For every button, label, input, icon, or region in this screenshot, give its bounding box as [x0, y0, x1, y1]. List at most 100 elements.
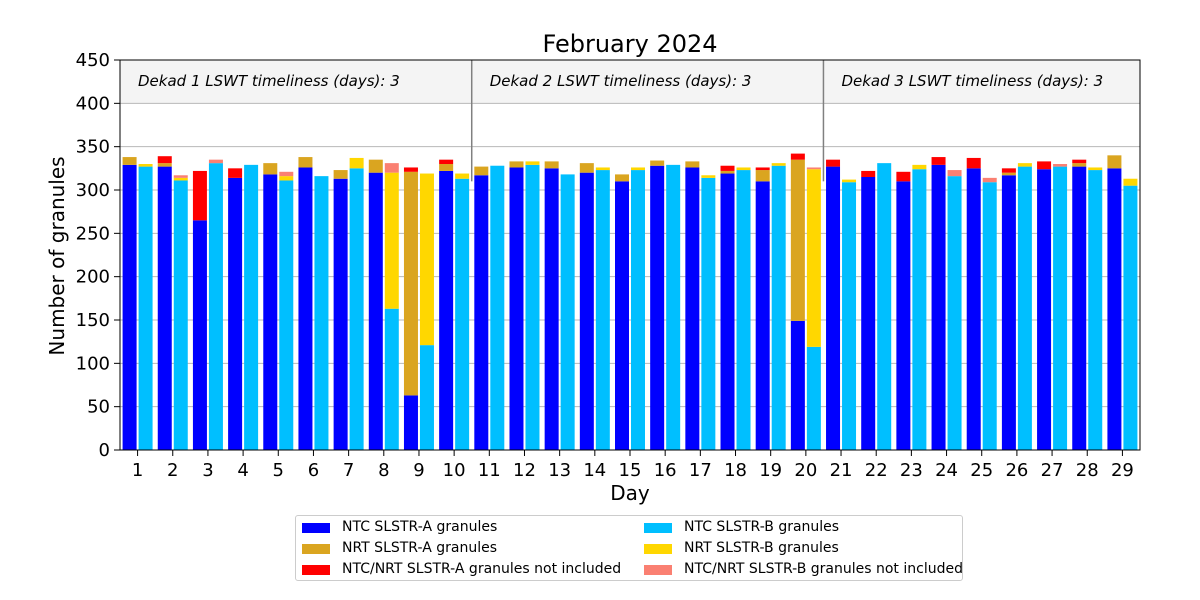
bar-ntc_a-day-25 — [966, 168, 981, 451]
x-tick-label: 5 — [273, 460, 284, 481]
bar-ntc_b-day-4 — [244, 164, 259, 450]
bar-ntc_a-day-11 — [474, 175, 489, 450]
bar-nrt_a-day-14 — [579, 163, 594, 173]
bar-not_b-day-2 — [173, 175, 188, 178]
dekad-2-annotation: Dekad 2 LSWT timeliness (days): 3 — [490, 72, 752, 90]
y-tick-label: 200 — [76, 267, 110, 288]
legend-label: NTC SLSTR-B granules — [684, 519, 840, 535]
x-tick-label: 8 — [378, 460, 389, 481]
bar-not_b-day-27 — [1053, 164, 1068, 167]
y-tick-label: 150 — [76, 310, 110, 331]
x-tick-label: 2 — [167, 460, 178, 481]
x-tick-label: 13 — [548, 460, 571, 481]
x-tick-label: 16 — [654, 460, 677, 481]
bar-ntc_a-day-19 — [755, 181, 770, 451]
legend-swatch — [302, 565, 330, 575]
x-tick-label: 14 — [583, 460, 606, 481]
bar-nrt_b-day-9 — [419, 173, 434, 346]
bar-not_a-day-4 — [228, 168, 243, 178]
x-tick-label: 12 — [513, 460, 536, 481]
bar-ntc_a-day-14 — [579, 172, 594, 450]
bar-ntc_a-day-6 — [298, 167, 313, 450]
bar-nrt_a-day-28 — [1072, 163, 1087, 167]
bar-nrt_a-day-19 — [755, 170, 770, 182]
bar-ntc_a-day-15 — [615, 181, 629, 451]
bar-ntc_b-day-7 — [349, 168, 364, 451]
bars — [122, 153, 1138, 451]
bar-ntc_b-day-9 — [419, 345, 434, 450]
bar-nrt_a-day-13 — [544, 161, 559, 169]
y-tick-label: 250 — [76, 223, 110, 244]
bar-ntc_a-day-26 — [1001, 175, 1016, 450]
bar-ntc_b-day-3 — [208, 163, 223, 450]
bar-ntc_a-day-4 — [228, 177, 243, 450]
bar-ntc_a-day-12 — [509, 167, 524, 450]
dekad-dividers — [470, 60, 825, 182]
bar-nrt_a-day-29 — [1107, 155, 1122, 169]
bar-nrt_b-day-28 — [1088, 167, 1103, 171]
bar-not_a-day-19 — [755, 167, 770, 171]
bar-ntc_a-day-10 — [439, 170, 454, 450]
bar-nrt_b-day-21 — [842, 179, 857, 183]
bar-nrt_a-day-10 — [439, 164, 454, 171]
bar-ntc_a-day-17 — [685, 167, 700, 450]
chart-title: February 2024 — [542, 30, 717, 58]
y-tick-label: 350 — [76, 137, 110, 158]
bar-ntc_a-day-9 — [403, 395, 418, 450]
legend-swatch — [644, 523, 672, 533]
x-tick-label: 9 — [413, 460, 424, 481]
x-tick-label: 24 — [935, 460, 958, 481]
y-axis-label: Number of granules — [45, 156, 69, 355]
bar-not_a-day-27 — [1037, 161, 1052, 170]
y-tick-label: 450 — [76, 50, 110, 71]
y-tick-label: 50 — [87, 397, 110, 418]
x-tick-label: 18 — [724, 460, 747, 481]
bar-not_b-day-3 — [208, 159, 223, 164]
bar-ntc_a-day-5 — [263, 174, 278, 450]
bar-nrt_a-day-9 — [403, 171, 418, 396]
bar-nrt_a-day-8 — [368, 159, 383, 173]
bar-not_a-day-26 — [1001, 168, 1016, 173]
y-tick-label: 400 — [76, 93, 110, 114]
bar-nrt_a-day-7 — [333, 170, 348, 179]
bar-nrt_b-day-2 — [173, 177, 188, 181]
bar-ntc_a-day-29 — [1107, 168, 1122, 451]
bar-not_b-day-5 — [279, 171, 294, 177]
x-tick-label: 25 — [970, 460, 993, 481]
legend-label: NRT SLSTR-A granules — [342, 540, 498, 556]
legend-label: NRT SLSTR-B granules — [684, 540, 839, 556]
bar-ntc_b-day-18 — [736, 170, 751, 451]
bar-nrt_a-day-26 — [1001, 172, 1016, 176]
bar-ntc_a-day-20 — [790, 320, 805, 450]
bar-ntc_a-day-16 — [650, 165, 665, 450]
bar-ntc_b-day-23 — [912, 169, 927, 450]
bar-nrt_a-day-5 — [263, 163, 278, 175]
bar-ntc_a-day-28 — [1072, 166, 1087, 450]
bar-not_b-day-24 — [947, 170, 962, 177]
legend-swatch — [302, 523, 330, 533]
y-axis: 0 50 100 150 200 250 300 350 400 450 — [76, 50, 120, 461]
bar-ntc_b-day-29 — [1123, 185, 1138, 450]
bar-nrt_a-day-12 — [509, 161, 524, 168]
bar-nrt_b-day-23 — [912, 164, 927, 170]
x-tick-label: 15 — [619, 460, 642, 481]
legend-label: NTC/NRT SLSTR-B granules not included — [684, 561, 963, 577]
bar-ntc_a-day-3 — [192, 220, 207, 450]
x-tick-label: 11 — [478, 460, 501, 481]
x-tick-label: 29 — [1111, 460, 1134, 481]
legend-swatch — [644, 544, 672, 554]
bar-nrt_b-day-17 — [701, 175, 716, 178]
bar-ntc_b-day-1 — [138, 166, 153, 450]
bar-not_a-day-21 — [826, 159, 841, 167]
x-tick-label: 3 — [202, 460, 213, 481]
bar-ntc_a-day-2 — [157, 166, 172, 450]
bar-ntc_b-day-17 — [701, 177, 716, 450]
x-tick-label: 17 — [689, 460, 712, 481]
bar-not_a-day-9 — [403, 167, 418, 172]
bar-not_b-day-8 — [384, 163, 399, 173]
x-tick-label: 1 — [132, 460, 143, 481]
bar-nrt_a-day-1 — [122, 157, 137, 165]
bar-ntc_b-day-6 — [314, 176, 329, 450]
bar-nrt_b-day-26 — [1017, 163, 1032, 167]
bar-ntc_b-day-22 — [877, 163, 892, 450]
